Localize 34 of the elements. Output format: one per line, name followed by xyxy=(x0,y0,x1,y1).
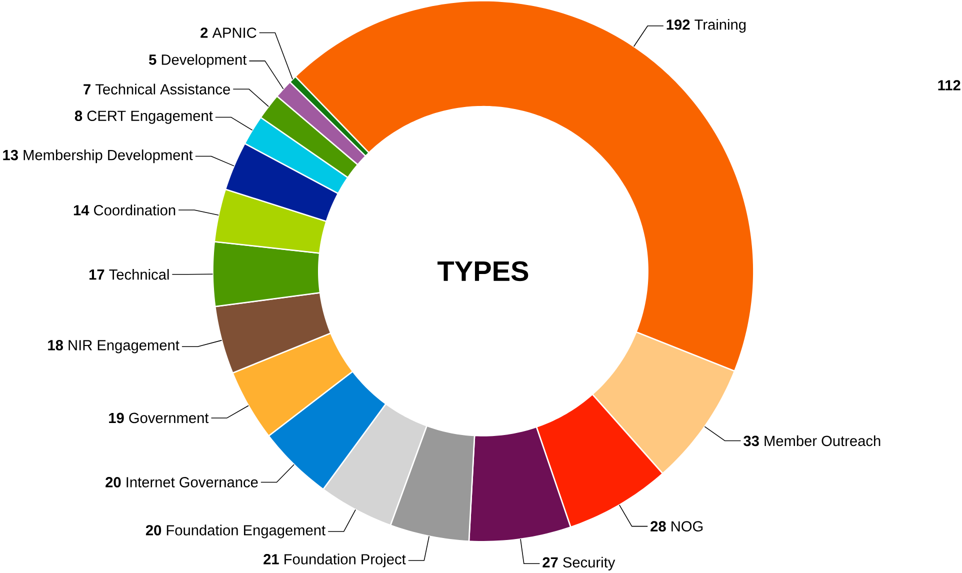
data-label: 14 xyxy=(74,205,90,216)
text: 112 xyxy=(938,80,960,90)
data-label: 8 xyxy=(74,110,82,122)
slice-label: Development xyxy=(162,54,247,68)
slice-label: NIR Engagement xyxy=(68,340,180,354)
slice-label: Internet Governance xyxy=(126,477,258,488)
data-label: 2 xyxy=(200,28,208,38)
slice-label: Training xyxy=(694,19,746,33)
data-label: 28 xyxy=(650,521,666,532)
slice-label: Membership Development xyxy=(24,150,193,164)
data-label: 33 xyxy=(744,436,759,446)
slice-label: NOG xyxy=(672,521,703,532)
slice-label: Security xyxy=(563,556,616,571)
slice-label: Foundation Project xyxy=(284,554,406,568)
data-label: 21 xyxy=(264,554,279,564)
slice-label: Coordination xyxy=(94,204,176,216)
data-label: 20 xyxy=(146,525,162,536)
text: TYPES xyxy=(438,261,528,282)
data-label: 20 xyxy=(106,477,121,488)
data-label: 7 xyxy=(84,84,90,94)
data-label: 13 xyxy=(3,150,18,160)
slice-label: APNIC xyxy=(212,28,256,38)
data-label: 5 xyxy=(149,54,156,65)
data-label: 19 xyxy=(109,412,124,424)
slice-label: Foundation Engagement xyxy=(166,524,326,538)
data-label: 192 xyxy=(666,20,690,30)
slice-label: CERT Engagement xyxy=(87,110,213,124)
data-label: 17 xyxy=(89,270,104,280)
data-label: 18 xyxy=(48,340,64,351)
slice-label: Government xyxy=(129,412,209,424)
data-label: 27 xyxy=(542,557,558,568)
slice-label: Technical Assistance xyxy=(95,84,230,95)
slice-label: Technical xyxy=(109,269,169,280)
slice-label: Member Outreach xyxy=(764,436,880,446)
